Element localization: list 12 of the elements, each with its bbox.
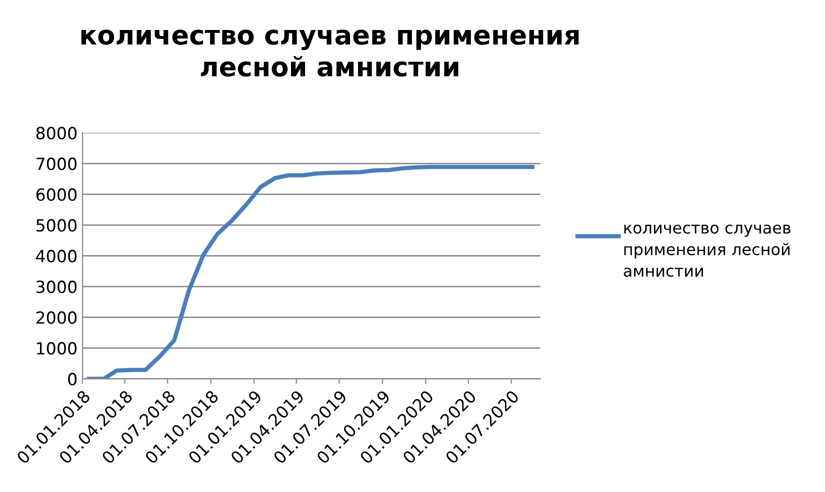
y-tick-label: 5000 bbox=[36, 219, 77, 232]
y-tick-label: 6000 bbox=[36, 188, 77, 201]
y-tick-label: 7000 bbox=[36, 158, 77, 170]
y-tick-label: 3000 bbox=[36, 280, 77, 294]
y-tick-label: 1000 bbox=[37, 342, 77, 355]
y-tick-label: 4000 bbox=[36, 250, 77, 262]
y-tick-label: 8000 bbox=[36, 126, 77, 140]
y-tick-label: 2000 bbox=[36, 311, 77, 324]
chart-title: количество случаев применения лесной амнистии bbox=[81, 30, 579, 77]
line-series bbox=[86, 164, 534, 379]
y-tick-label: 0 bbox=[68, 372, 77, 386]
legend-label: количество случаев применения лесной амнистии bbox=[624, 224, 790, 277]
